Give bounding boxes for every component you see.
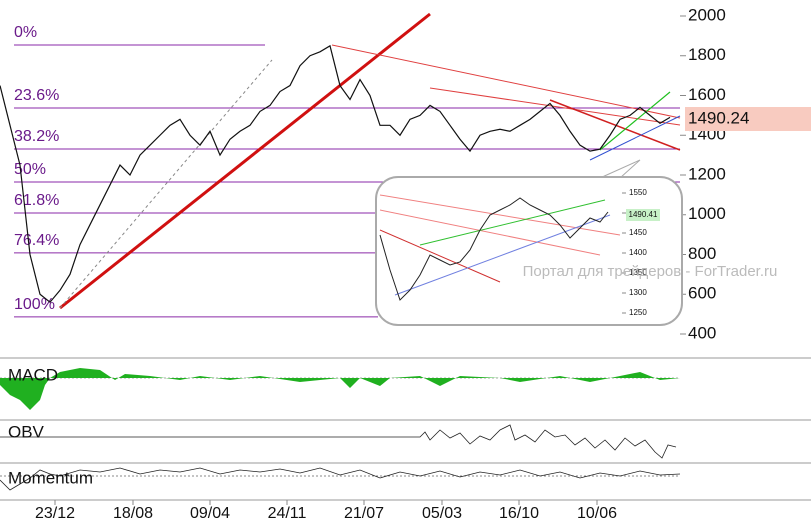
y-tick-label: 1800: [688, 45, 726, 64]
x-tick-label: 23/12: [35, 505, 75, 522]
trend-line: [59, 59, 273, 309]
fib-label: 23.6%: [14, 87, 59, 104]
x-tick-label: 21/07: [344, 505, 384, 522]
x-tick-label: 09/04: [190, 505, 230, 522]
y-tick-label: 2000: [688, 5, 726, 24]
trend-line: [331, 44, 681, 119]
watermark: Портал для трейдеров - ForTrader.ru: [523, 263, 778, 280]
inset: [375, 176, 683, 326]
inset-y-tick-label: 1350: [629, 268, 647, 277]
panel-label: Momentum: [8, 468, 93, 487]
price-line: [0, 44, 671, 304]
trend-line: [549, 99, 681, 151]
fib-label: 61.8%: [14, 192, 59, 209]
fib-label: 50%: [14, 161, 46, 178]
x-axis: 23/12 18/08 09/04 24/11 21/07 05/03 16/10 10/06: [35, 500, 617, 522]
inset-price-label: 1490.41: [629, 210, 658, 219]
inset-y-tick-label: 1400: [629, 248, 647, 257]
inset-y-tick-label: 1550: [629, 188, 647, 197]
x-tick-label: 18/08: [113, 505, 153, 522]
price-box: [685, 107, 811, 131]
y-tick-label: 1600: [688, 85, 726, 104]
inset-lines: [379, 194, 621, 301]
inset-y-tick-label: 1300: [629, 288, 647, 297]
trend-line: [589, 115, 681, 161]
inset-price-box: [626, 209, 660, 221]
fib-label: 0%: [14, 24, 37, 41]
price-label: 1490.24: [688, 108, 749, 127]
trend-line: [59, 12, 431, 310]
y-tick-label: 400: [688, 323, 716, 342]
panel-label: OBV: [8, 422, 45, 441]
fib-label: 76.4%: [14, 232, 59, 249]
panel-label: MACD: [8, 365, 58, 384]
fib-label: 100%: [14, 296, 55, 313]
y-tick-label: 800: [688, 244, 716, 263]
plot: [0, 44, 671, 304]
y-tick-label: 1200: [688, 164, 726, 183]
inset-y-tick-label: 1450: [629, 228, 647, 237]
macd-histogram: [0, 368, 680, 410]
x-tick-label: 05/03: [422, 505, 462, 522]
y-tick-label: 600: [688, 284, 716, 303]
x-tick-label: 10/06: [577, 505, 617, 522]
y-tick-label: 1000: [688, 204, 726, 223]
trend-line: [599, 91, 671, 151]
x-tick-label: 16/10: [499, 505, 539, 522]
inset-y-tick-label: 1250: [629, 308, 647, 317]
fib-label: 38.2%: [14, 128, 59, 145]
x-tick-label: 24/11: [268, 505, 307, 522]
